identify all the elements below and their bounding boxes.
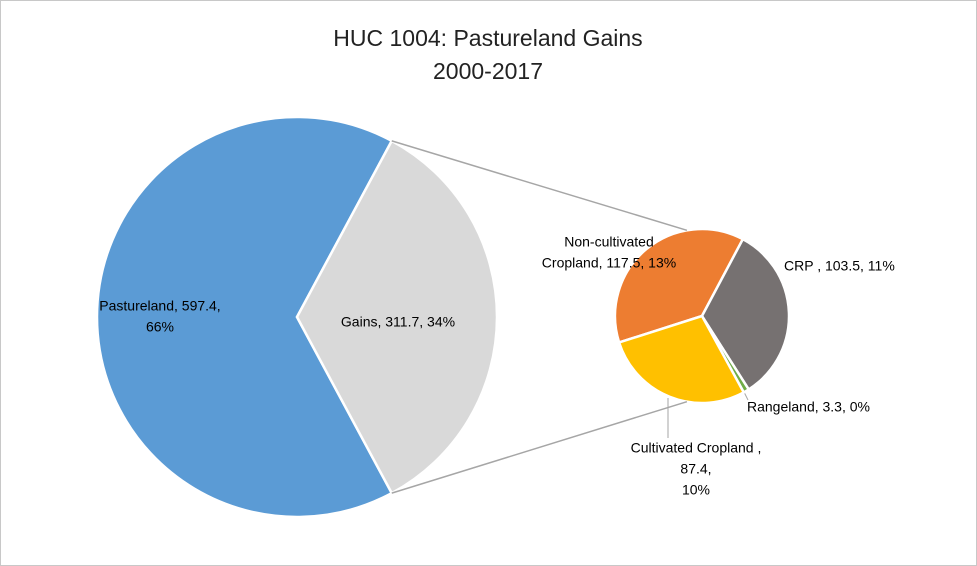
connector-line [391,140,688,232]
pie-slice [95,115,394,519]
data-label: Cropland, 117.5, 13% [542,255,676,271]
chart-subtitle: 2000-2017 [433,58,543,84]
data-label: 10% [682,482,710,498]
pie-slice [613,227,745,345]
pie-slice [700,237,791,392]
connector-line [391,400,688,494]
data-label: 87.4, [680,461,711,477]
data-label: CRP , 103.5, 11% [784,258,895,274]
data-label: Pastureland, 597.4, [99,298,220,314]
data-label: Non-cultivated [564,234,654,250]
data-label: 66% [146,319,174,335]
data-label: Cultivated Cropland , [631,440,762,456]
data-label: Gains, 311.7, 34% [341,314,455,330]
pie-slice [295,139,499,495]
pie-slice [617,314,746,405]
data-label: Rangeland, 3.3, 0% [747,399,870,415]
chart-title: HUC 1004: Pastureland Gains [333,25,642,51]
